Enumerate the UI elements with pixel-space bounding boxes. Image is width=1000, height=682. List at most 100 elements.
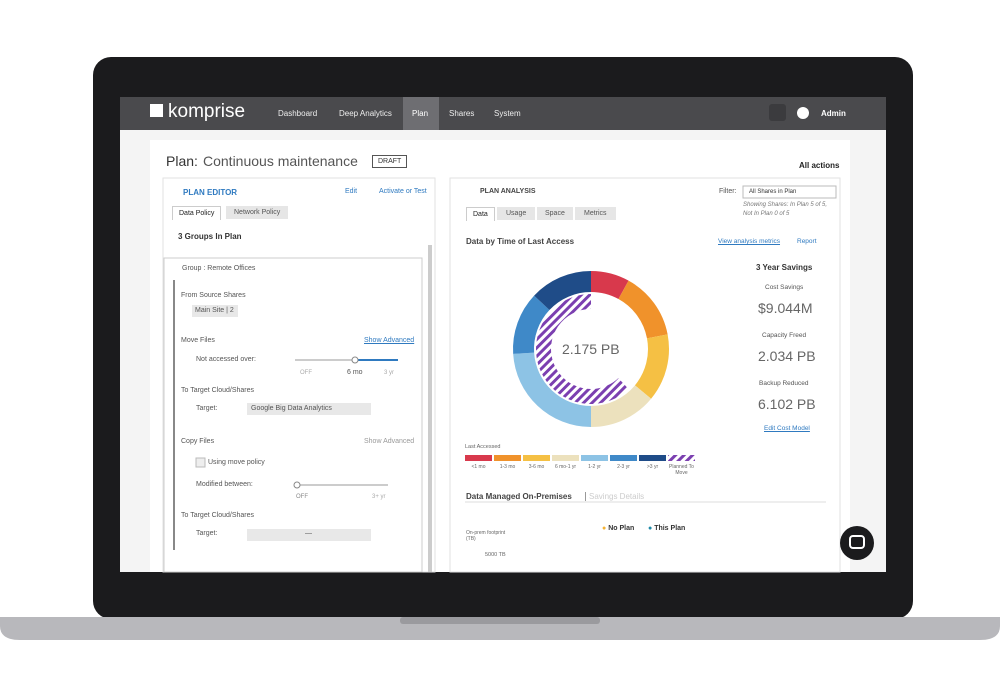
legend-swatch (523, 455, 550, 461)
donut-segment (513, 352, 591, 427)
tab[interactable]: Network Policy (226, 206, 289, 219)
showing: Not In Plan 0 of 5 (743, 211, 790, 217)
legend-entry: ● This Plan (648, 525, 686, 532)
showing: Showing Shares: In Plan 5 of 5, (743, 202, 828, 208)
legend-swatch (668, 455, 695, 461)
savings-label: Capacity Freed (762, 332, 807, 339)
slider-label: 3 yr (384, 370, 395, 376)
legend-label: >3 yr (646, 464, 659, 470)
tab[interactable]: Space (537, 207, 573, 220)
nav-item[interactable]: Dashboard (278, 109, 318, 118)
savings-value: 6.102 PB (758, 396, 816, 412)
legend-label: 1-3 mo (499, 464, 516, 470)
label: To Target Cloud/Shares (181, 387, 255, 394)
user-menu[interactable]: Admin (821, 109, 846, 118)
legend-label: 3-6 mo (528, 464, 545, 470)
slider-label: 6 mo (347, 369, 363, 376)
edit-cost-link[interactable]: Edit Cost Model (764, 425, 810, 432)
donut-segment (513, 295, 550, 354)
slider-label: OFF (300, 370, 312, 376)
page-title: Plan: (166, 153, 198, 169)
slider-thumb[interactable] (293, 481, 301, 489)
nav-item[interactable]: Shares (449, 109, 475, 118)
chat-icon (849, 535, 865, 549)
donut-segment (634, 334, 669, 399)
label: Modified between: (196, 481, 253, 488)
source-value: Main Site | 2 (195, 307, 234, 314)
tab[interactable]: Data (466, 207, 495, 221)
legend-entry: ● No Plan (602, 525, 635, 532)
nav-active (403, 97, 439, 130)
scrollbar (428, 245, 432, 572)
legend-swatch (639, 455, 666, 461)
plan-name: Continuous maintenance (203, 153, 358, 169)
show-advanced[interactable]: Show Advanced (364, 438, 415, 445)
nav-bar (120, 97, 886, 130)
nav-item[interactable]: Deep Analytics (339, 109, 392, 118)
donut-center: 2.175 PB (562, 341, 620, 357)
filter-select[interactable] (742, 185, 837, 199)
target-value: — (305, 530, 312, 537)
nav-item[interactable]: System (494, 109, 521, 118)
legend-swatch (552, 455, 579, 461)
filter-label: Filter: (719, 188, 737, 195)
metrics-link[interactable]: View analysis metrics (718, 238, 781, 245)
savings-value: 2.034 PB (758, 348, 816, 364)
groups-count: 3 Groups In Plan (178, 232, 242, 241)
phone-icon (769, 104, 786, 121)
legend-label: 6 mo-1 yr (554, 464, 577, 470)
nav-item[interactable]: Plan (412, 109, 429, 118)
label: Copy Files (181, 438, 215, 445)
legend-swatch (581, 455, 608, 461)
checkbox-label[interactable]: Using move policy (208, 459, 265, 466)
legend-label: Planned To Move (669, 464, 694, 476)
target-field[interactable] (247, 403, 371, 415)
label: To Target Cloud/Shares (181, 512, 255, 519)
legend-swatch (494, 455, 521, 461)
filter-value[interactable]: All Shares in Plan (749, 189, 797, 195)
savings-label: Backup Reduced (759, 380, 809, 387)
savings-title: 3 Year Savings (756, 263, 813, 272)
editor-title: PLAN EDITOR (183, 188, 238, 197)
slider-label: OFF (296, 494, 308, 500)
logo: komprise (168, 101, 246, 122)
tab[interactable]: Data Policy (172, 206, 222, 220)
edit-link[interactable]: Edit (345, 188, 358, 195)
planned-ring (536, 294, 629, 404)
axis-label: On-prem footprint (TB) (466, 530, 506, 542)
tab[interactable]: Usage (497, 207, 536, 220)
all-actions[interactable]: All actions (799, 161, 840, 170)
label: Target: (196, 530, 218, 537)
section-title: Data Managed On-Premises (466, 492, 572, 501)
legend-label: 1-2 yr (588, 464, 601, 470)
target-value: Google Big Data Analytics (251, 405, 332, 412)
status-badge: DRAFT (372, 155, 408, 168)
slider-label: 3+ yr (372, 494, 386, 500)
savings-label: Cost Savings (765, 284, 804, 291)
chat-button[interactable] (840, 526, 874, 560)
label: Not accessed over: (196, 356, 256, 363)
donut-segment (591, 271, 629, 300)
report-link[interactable]: Report (797, 238, 817, 245)
source-chip[interactable] (192, 305, 238, 317)
tab[interactable]: Metrics (575, 207, 616, 220)
legend-swatch (610, 455, 637, 461)
legend-label: 2-3 yr (617, 464, 630, 470)
bell-icon (797, 107, 809, 119)
base (0, 617, 1000, 640)
donut-chart (465, 271, 695, 461)
savings-details[interactable]: Savings Details (585, 492, 644, 501)
target-field[interactable] (247, 529, 371, 541)
donut-segment (591, 385, 652, 427)
legend-label: <1 mo (471, 464, 486, 470)
show-advanced[interactable]: Show Advanced (364, 337, 415, 344)
label: From Source Shares (181, 292, 246, 299)
slider-thumb[interactable] (351, 356, 359, 364)
notch (400, 617, 600, 624)
savings-value: $9.044M (758, 300, 813, 316)
logo-icon (150, 104, 163, 117)
donut-segment (618, 280, 668, 339)
checkbox[interactable] (195, 457, 206, 468)
activate-link[interactable]: Activate or Test (379, 188, 427, 195)
